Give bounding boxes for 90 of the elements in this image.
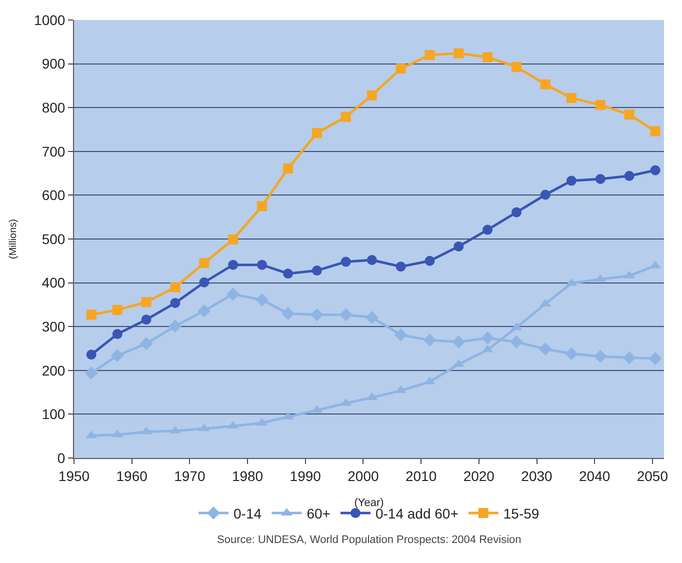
point <box>140 337 153 350</box>
source-note: Source: UNDESA, World Population Prospects: 2004 Revision <box>217 534 522 546</box>
point <box>482 224 493 235</box>
point <box>424 256 435 266</box>
point <box>282 306 295 320</box>
point <box>141 314 152 325</box>
point <box>423 334 436 347</box>
y-tick-label: 300 <box>42 318 66 334</box>
point <box>595 100 606 110</box>
point <box>199 277 210 288</box>
point <box>86 310 96 320</box>
point <box>110 349 124 362</box>
point <box>366 255 377 266</box>
legend-label: 0-14 <box>234 505 262 522</box>
point <box>340 256 351 267</box>
point <box>540 190 550 200</box>
point <box>540 79 550 90</box>
point <box>624 110 634 120</box>
point <box>199 258 210 268</box>
point <box>594 350 607 363</box>
point <box>510 335 523 348</box>
point <box>283 163 294 174</box>
point <box>365 310 378 324</box>
x-tick-label: 1980 <box>232 468 264 484</box>
y-tick-label: 0 <box>57 450 66 466</box>
point <box>255 293 268 306</box>
y-tick-label: 100 <box>42 406 66 422</box>
x-tick-label: 1950 <box>58 468 90 484</box>
legend-label: 15-59 <box>503 505 540 522</box>
y-axis-title: (Millions) <box>8 219 20 259</box>
point <box>84 366 98 380</box>
point <box>339 308 352 322</box>
point <box>256 260 267 270</box>
point <box>564 347 578 360</box>
point <box>112 329 122 340</box>
y-tick-label: 900 <box>42 56 66 72</box>
point <box>141 297 152 308</box>
point <box>396 64 406 74</box>
point <box>566 176 576 186</box>
y-tick-label: 500 <box>42 230 66 247</box>
x-tick-label: 2000 <box>348 468 379 484</box>
point <box>512 207 522 218</box>
point <box>283 268 294 279</box>
point <box>226 288 240 301</box>
point <box>454 241 464 252</box>
point <box>452 335 466 348</box>
point <box>170 282 180 292</box>
y-tick-label: 800 <box>42 100 66 116</box>
point <box>366 90 377 100</box>
point <box>538 342 552 356</box>
point <box>481 331 494 344</box>
point <box>228 234 238 244</box>
point <box>228 260 238 270</box>
y-tick-label: 700 <box>42 143 66 160</box>
y-tick-label: 400 <box>42 274 66 291</box>
point <box>650 165 660 176</box>
point <box>454 48 464 58</box>
point <box>170 298 180 308</box>
x-tick-label: 2020 <box>463 468 495 484</box>
point <box>566 92 576 103</box>
point <box>86 350 96 360</box>
point <box>648 352 662 366</box>
point <box>340 112 351 122</box>
y-tick-label: 600 <box>42 187 66 204</box>
point <box>512 62 522 72</box>
point <box>312 266 322 276</box>
legend-label: 60+ <box>306 505 330 522</box>
point <box>624 170 634 181</box>
point <box>650 126 660 136</box>
x-tick-label: 1990 <box>290 468 322 484</box>
point <box>482 52 493 62</box>
point <box>394 328 408 342</box>
point <box>112 304 122 315</box>
x-tick-label: 1970 <box>174 468 206 484</box>
point <box>256 201 267 212</box>
y-tick-label: 200 <box>42 362 66 378</box>
x-tick-label: 2030 <box>521 468 553 484</box>
point <box>622 351 636 364</box>
x-tick-label: 2050 <box>636 468 668 484</box>
x-tick-label: 2040 <box>579 468 610 484</box>
point <box>595 174 606 184</box>
y-tick-label: 1000 <box>34 12 66 28</box>
point <box>312 128 322 138</box>
point <box>168 320 182 333</box>
point <box>198 304 211 318</box>
point <box>396 262 406 272</box>
point <box>310 308 324 322</box>
point <box>424 50 435 60</box>
x-tick-label: 2010 <box>405 468 437 484</box>
x-tick-label: 1960 <box>116 468 148 484</box>
